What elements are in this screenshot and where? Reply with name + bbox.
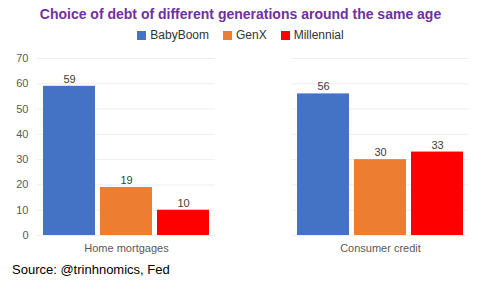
svg-text:70: 70: [16, 52, 28, 64]
html-text:Millennial: Millennial: [293, 28, 344, 42]
svg-text:33: 33: [431, 139, 443, 151]
svg-text:Home mortgages: Home mortgages: [84, 242, 169, 254]
svg-text:0: 0: [22, 229, 28, 241]
svg-text:Consumer credit: Consumer credit: [340, 242, 421, 254]
html-text:BabyBoom: BabyBoom: [150, 28, 209, 42]
svg-text:40: 40: [16, 128, 28, 140]
svg-text:10: 10: [16, 204, 28, 216]
svg-text:30: 30: [374, 146, 386, 158]
svg-text:19: 19: [120, 174, 132, 186]
svg-text:56: 56: [317, 80, 329, 92]
svg-text:50: 50: [16, 103, 28, 115]
svg-text:59: 59: [63, 73, 75, 85]
svg-text:20: 20: [16, 178, 28, 190]
svg-text:30: 30: [16, 153, 28, 165]
html-text:GenX: GenX: [236, 28, 267, 42]
svg-text:60: 60: [16, 77, 28, 89]
html-text:Choice of debt of different ge: Choice of debt of different generations …: [39, 6, 442, 22]
svg-text:10: 10: [177, 197, 189, 209]
html-text:Source: @trinhnomics, Fed: Source: @trinhnomics, Fed: [12, 262, 170, 277]
